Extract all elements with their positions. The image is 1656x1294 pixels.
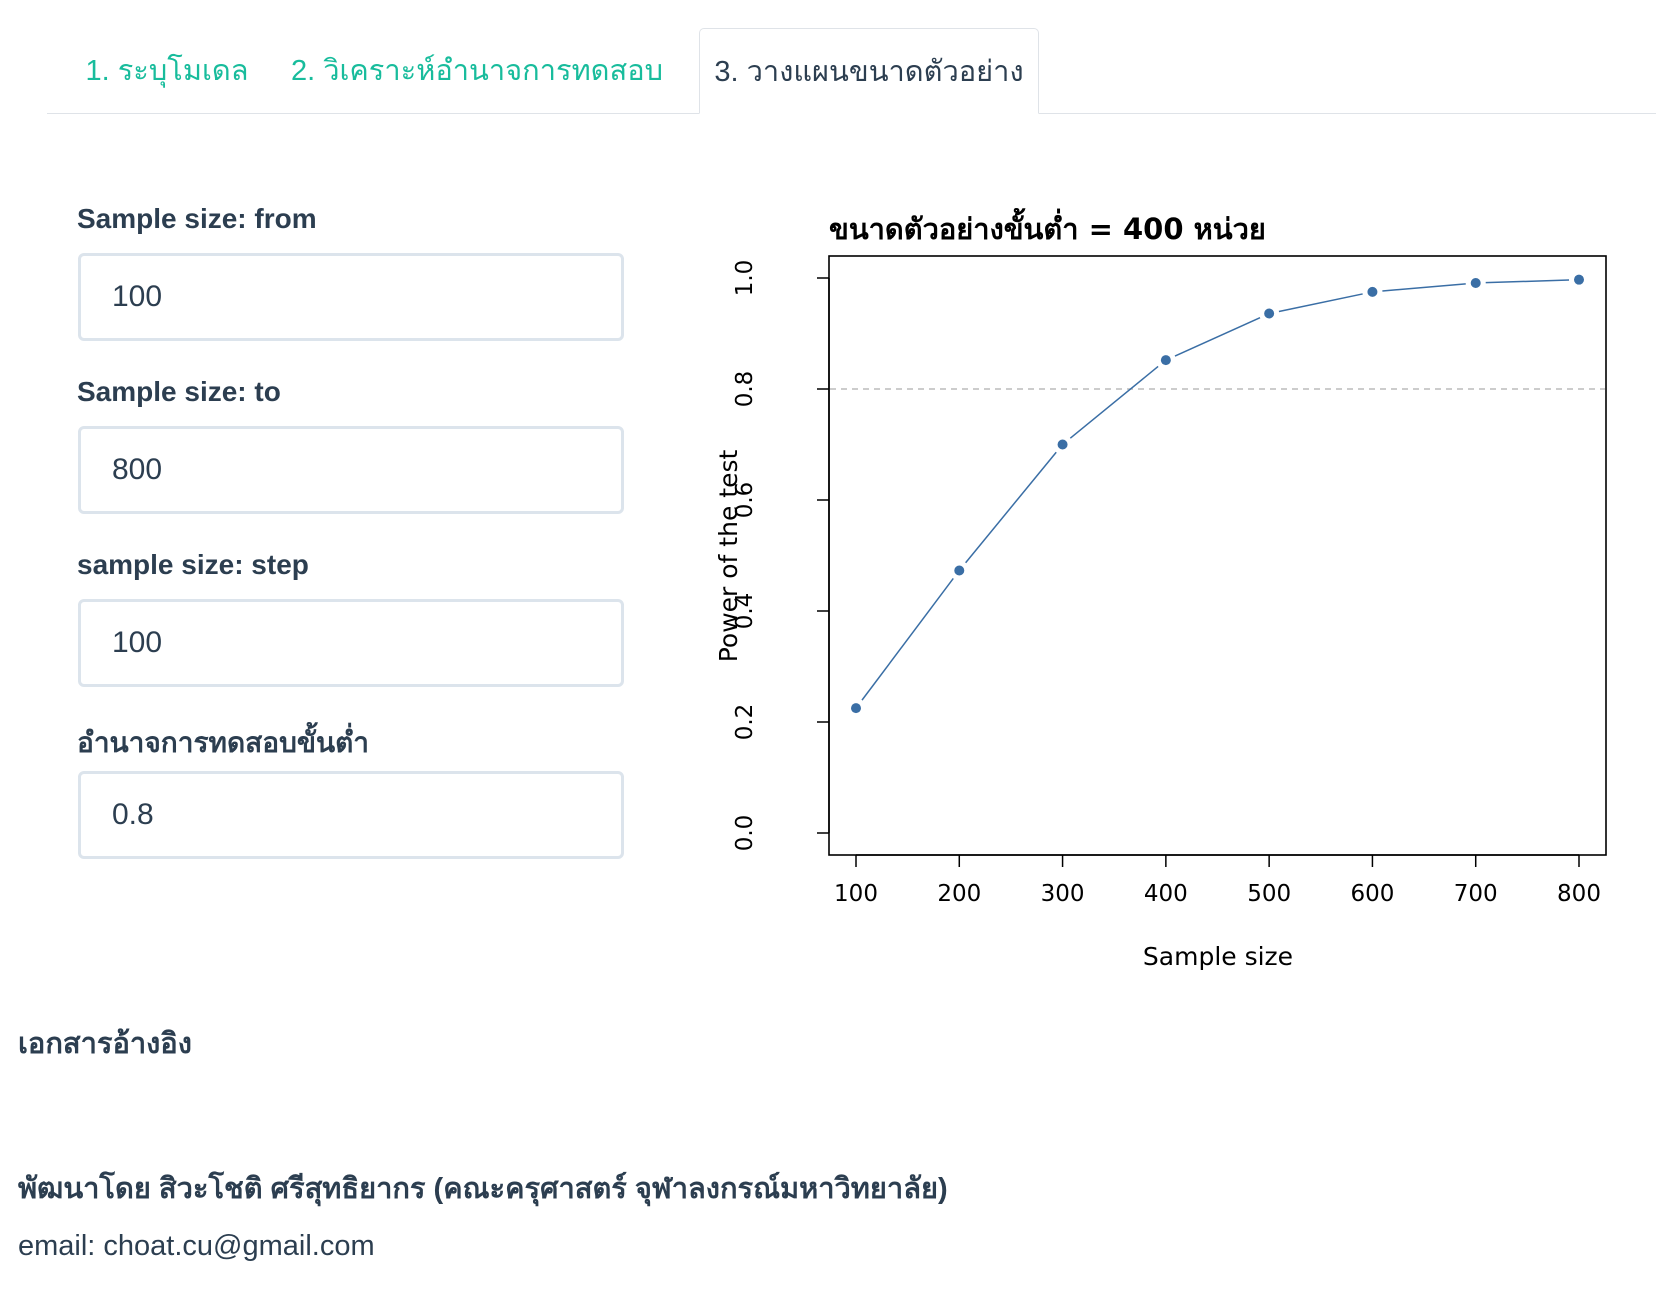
power-curve-plot: ขนาดตัวอย่างขั้นต่ำ = 400 หน่วย 100 200 30… [714, 207, 1607, 971]
data-point [1264, 308, 1275, 319]
x-tick-label: 800 [1557, 881, 1601, 907]
x-tick-label: 400 [1144, 881, 1188, 907]
x-tick-label: 500 [1247, 881, 1291, 907]
chart-title: ขนาดตัวอย่างขั้นต่ำ = 400 หน่วย [829, 207, 1266, 246]
x-tick-label: 700 [1454, 881, 1498, 907]
y-tick-label: 0.0 [732, 815, 758, 852]
data-point [1367, 286, 1378, 297]
x-tick-label: 300 [1041, 881, 1085, 907]
x-tick-label: 200 [937, 881, 981, 907]
y-tick-label: 0.2 [732, 704, 758, 741]
references-heading: เอกสารอ้างอิง [18, 1028, 192, 1060]
contact-email: email: choat.cu@gmail.com [18, 1230, 375, 1262]
minimum-power-input[interactable] [78, 771, 624, 859]
y-tick-label: 1.0 [732, 260, 758, 297]
series-segment [1069, 365, 1159, 439]
tab-specify-model[interactable]: 1. ระบุโมเดล [85, 55, 249, 87]
sample-size-step-label: sample size: step [77, 549, 309, 580]
sample-size-from-label: Sample size: from [77, 203, 317, 234]
tab-bar: 1. ระบุโมเดล 2. วิเคราะห์อำนาจการทดสอบ 3… [47, 28, 1656, 114]
x-axis-label: Sample size [1143, 942, 1293, 971]
series-segment [1485, 279, 1570, 284]
x-tick-label: 100 [834, 881, 878, 907]
sample-size-to-input[interactable] [78, 426, 624, 514]
y-tick-label: 0.4 [732, 593, 758, 630]
series-segment [861, 578, 954, 701]
data-point [1057, 439, 1068, 450]
series-segment [1382, 283, 1466, 292]
data-point [954, 565, 965, 576]
data-point [851, 703, 861, 714]
sample-size-from-input[interactable] [78, 253, 624, 341]
series-segment [965, 451, 1057, 564]
y-axis-label: Power of the test [714, 450, 743, 663]
y-tick-label: 0.6 [732, 482, 758, 519]
y-tick-label: 0.8 [732, 371, 758, 408]
sample-size-step-input[interactable] [78, 599, 624, 687]
data-point [1160, 355, 1171, 366]
tab-power-analysis[interactable]: 2. วิเคราะห์อำนาจการทดสอบ [290, 55, 664, 87]
sample-size-to-label: Sample size: to [77, 376, 281, 407]
series-segment [1278, 293, 1363, 313]
data-point [1574, 274, 1584, 285]
developer-credit: พัฒนาโดย สิวะโชติ ศรีสุทธิยากร (คณะครุศา… [18, 1173, 948, 1205]
series-segment [1174, 316, 1261, 357]
tab-sample-size-planning[interactable]: 3. วางแผนขนาดตัวอย่าง [699, 28, 1039, 114]
x-tick-label: 600 [1350, 881, 1394, 907]
data-point [1470, 277, 1481, 288]
minimum-power-label: อำนาจการทดสอบขั้นต่ำ [77, 727, 370, 758]
plot-frame [828, 255, 1607, 856]
